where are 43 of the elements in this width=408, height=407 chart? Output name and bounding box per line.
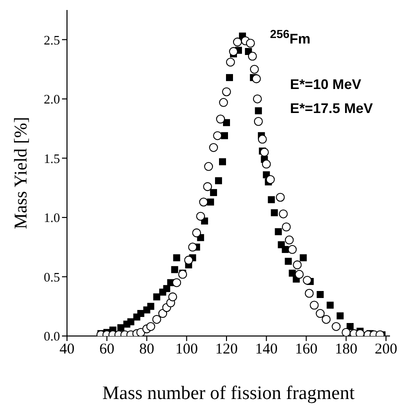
y-tick-label: 0.0 <box>44 328 60 344</box>
point <box>137 310 144 317</box>
point <box>173 254 180 262</box>
point <box>127 318 134 326</box>
point <box>284 258 292 265</box>
y-tick-label: 1.0 <box>44 210 60 226</box>
point <box>336 312 344 320</box>
point <box>215 177 222 184</box>
annotation: E*=17.5 MeV <box>290 100 373 116</box>
y-tick-label: 1.5 <box>44 150 60 166</box>
point <box>147 302 154 310</box>
y-tick-label: 0.5 <box>44 269 60 284</box>
x-tick-label: 40 <box>60 342 74 358</box>
point <box>326 302 334 309</box>
x-tick-label: 160 <box>295 342 318 358</box>
x-tick-label: 80 <box>139 342 154 358</box>
x-tick-label: 100 <box>175 342 198 358</box>
y-axis-title: Mass Yield [%] <box>10 116 30 230</box>
x-tick-label: 180 <box>334 342 358 358</box>
x-axis-title: Mass number of fission fragment <box>102 383 356 404</box>
point <box>221 132 228 140</box>
point <box>153 293 160 300</box>
point <box>282 246 289 253</box>
x-tick-label: 200 <box>374 342 398 358</box>
point <box>268 196 275 204</box>
annotation: E*=10 MeV <box>290 76 362 92</box>
y-tick-label: 2.5 <box>44 32 60 48</box>
point <box>254 107 262 114</box>
x-tick-label: 140 <box>255 342 278 358</box>
point <box>210 189 218 196</box>
point <box>300 254 307 262</box>
point <box>163 285 170 292</box>
point <box>226 74 233 82</box>
point <box>219 158 226 166</box>
point <box>274 228 282 236</box>
x-tick-label: 60 <box>99 342 114 358</box>
x-tick-label: 120 <box>215 342 238 358</box>
point <box>316 291 324 298</box>
point <box>171 266 178 274</box>
point <box>207 198 214 206</box>
y-tick-label: 2.0 <box>44 92 60 107</box>
point <box>270 209 278 216</box>
annotation: $^{256}$Fm <box>270 28 310 47</box>
